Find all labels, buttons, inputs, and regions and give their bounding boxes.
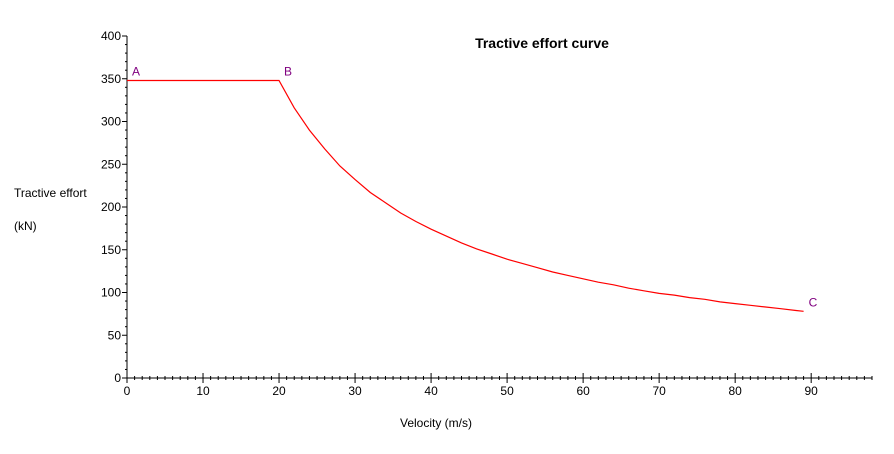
x-tick-label: 50 — [500, 384, 514, 398]
y-tick-label: 300 — [101, 115, 121, 129]
point-label-b: B — [284, 64, 292, 78]
x-tick-label: 80 — [728, 384, 742, 398]
y-tick-label: 400 — [101, 29, 121, 43]
x-tick-label: 30 — [348, 384, 362, 398]
x-tick-label: 10 — [196, 384, 210, 398]
series-line — [127, 79, 804, 312]
x-tick-label: 90 — [805, 384, 819, 398]
y-tick-label: 0 — [114, 371, 121, 385]
x-tick-label: 20 — [272, 384, 286, 398]
x-tick-label: 0 — [124, 384, 131, 398]
axes: 0 10 20 30 40 50 60 70 80 90 0 50 100 150 200 250 300 350… — [101, 29, 873, 398]
point-label-a: A — [132, 64, 140, 78]
y-axis-label-line-1: Tractive effort — [14, 186, 87, 200]
y-tick-label: 50 — [108, 328, 122, 342]
y-tick-label: 200 — [101, 200, 121, 214]
point-label-c: C — [809, 295, 818, 309]
x-tick-label: 40 — [424, 384, 438, 398]
annotation-layer: A B C — [132, 64, 818, 309]
y-tick-label: 150 — [101, 243, 121, 257]
chart-title: Tractive effort curve — [475, 35, 609, 51]
series-layer — [127, 79, 804, 312]
x-tick-label: 60 — [576, 384, 590, 398]
y-tick-label: 100 — [101, 286, 121, 300]
x-axis-label: Velocity (m/s) — [400, 416, 472, 430]
y-tick-label: 250 — [101, 157, 121, 171]
y-axis-label-line-2: (kN) — [14, 219, 37, 233]
x-tick-label: 70 — [652, 384, 666, 398]
y-tick-label: 350 — [101, 72, 121, 86]
